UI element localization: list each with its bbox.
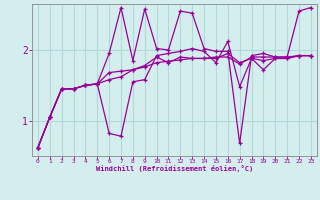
X-axis label: Windchill (Refroidissement éolien,°C): Windchill (Refroidissement éolien,°C)	[96, 165, 253, 172]
